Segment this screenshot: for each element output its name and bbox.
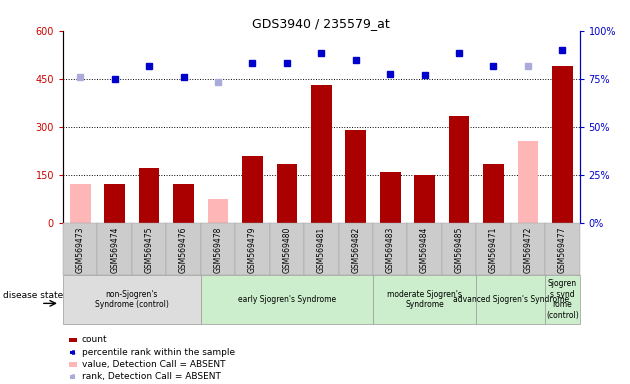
Bar bbox=[345, 130, 366, 223]
Bar bbox=[483, 164, 504, 223]
Text: GSM569472: GSM569472 bbox=[524, 226, 532, 273]
Text: rank, Detection Call = ABSENT: rank, Detection Call = ABSENT bbox=[82, 372, 220, 381]
Bar bbox=[380, 172, 401, 223]
Text: GSM569477: GSM569477 bbox=[558, 226, 567, 273]
Text: non-Sjogren's
Syndrome (control): non-Sjogren's Syndrome (control) bbox=[95, 290, 169, 309]
Text: Sjogren
s synd
rome
(control): Sjogren s synd rome (control) bbox=[546, 280, 579, 319]
Bar bbox=[518, 141, 538, 223]
Bar bbox=[70, 184, 91, 223]
Text: GSM569479: GSM569479 bbox=[248, 226, 257, 273]
Bar bbox=[449, 116, 469, 223]
Title: GDS3940 / 235579_at: GDS3940 / 235579_at bbox=[253, 17, 390, 30]
Bar bbox=[277, 164, 297, 223]
Text: GSM569473: GSM569473 bbox=[76, 226, 84, 273]
Bar bbox=[173, 184, 194, 223]
Text: GSM569485: GSM569485 bbox=[455, 226, 464, 273]
Text: count: count bbox=[82, 335, 108, 344]
Text: GSM569471: GSM569471 bbox=[489, 226, 498, 273]
Text: GSM569476: GSM569476 bbox=[179, 226, 188, 273]
Text: advanced Sjogren's Syndrome: advanced Sjogren's Syndrome bbox=[453, 295, 569, 304]
Bar bbox=[552, 66, 573, 223]
Bar bbox=[311, 85, 331, 223]
Text: GSM569478: GSM569478 bbox=[214, 226, 222, 273]
Text: s: s bbox=[71, 372, 76, 381]
Text: GSM569481: GSM569481 bbox=[317, 227, 326, 273]
Text: GSM569475: GSM569475 bbox=[145, 226, 154, 273]
Text: GSM569484: GSM569484 bbox=[420, 226, 429, 273]
Text: early Sjogren's Syndrome: early Sjogren's Syndrome bbox=[238, 295, 336, 304]
Bar bbox=[242, 156, 263, 223]
Text: GSM569480: GSM569480 bbox=[282, 226, 291, 273]
Bar bbox=[208, 199, 228, 223]
Bar bbox=[139, 168, 159, 223]
Bar bbox=[415, 175, 435, 223]
Text: moderate Sjogren's
Syndrome: moderate Sjogren's Syndrome bbox=[387, 290, 462, 309]
Bar bbox=[105, 184, 125, 223]
Text: GSM569483: GSM569483 bbox=[386, 226, 394, 273]
Text: s: s bbox=[71, 348, 76, 357]
Text: GSM569482: GSM569482 bbox=[352, 227, 360, 273]
Text: GSM569474: GSM569474 bbox=[110, 226, 119, 273]
Text: disease state: disease state bbox=[3, 291, 64, 300]
Text: percentile rank within the sample: percentile rank within the sample bbox=[82, 348, 235, 357]
Text: value, Detection Call = ABSENT: value, Detection Call = ABSENT bbox=[82, 360, 226, 369]
